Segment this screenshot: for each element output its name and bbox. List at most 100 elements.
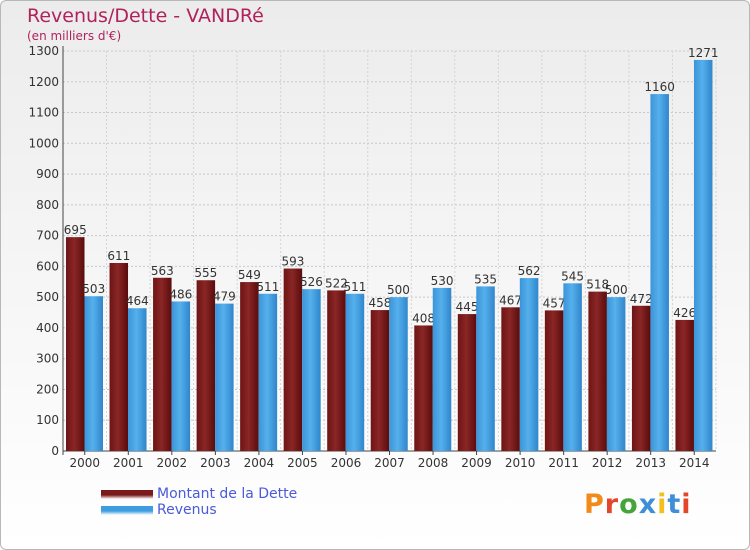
logo-letter: P — [584, 489, 605, 520]
bar-revenus — [476, 286, 495, 451]
x-tick-label: 2010 — [505, 456, 536, 470]
y-tick-label: 700 — [36, 229, 59, 243]
bar-revenus — [345, 293, 365, 451]
data-label-revenus: 500 — [387, 283, 410, 297]
x-tick-label: 2006 — [331, 456, 362, 470]
data-label-revenus: 526 — [300, 275, 323, 289]
logo-letter: t — [667, 489, 682, 520]
bar-dette — [196, 280, 216, 451]
data-label-dette: 549 — [238, 268, 261, 282]
data-label-dette: 611 — [107, 249, 130, 263]
x-tick-label: 2002 — [157, 456, 188, 470]
data-label-dette: 467 — [499, 293, 522, 307]
bar-revenus — [84, 296, 103, 451]
data-label-dette: 522 — [325, 276, 348, 290]
data-label-dette: 457 — [543, 296, 566, 310]
legend-label-revenus: Revenus — [157, 502, 217, 518]
y-tick-label: 1000 — [28, 136, 59, 150]
bar-revenus — [606, 297, 626, 451]
x-tick-label: 2008 — [418, 456, 449, 470]
data-label-revenus: 500 — [605, 283, 628, 297]
bar-dette — [327, 290, 346, 451]
data-label-revenus: 511 — [343, 280, 366, 294]
bar-revenus — [258, 293, 278, 451]
data-label-dette: 518 — [586, 278, 609, 292]
data-label-revenus: 503 — [82, 282, 105, 296]
chart-title: Revenus/Dette - VANDRé — [27, 5, 264, 27]
bar-dette — [675, 319, 694, 451]
chart-subtitle: (en milliers d'€) — [27, 29, 122, 43]
data-label-revenus: 562 — [518, 264, 541, 278]
y-tick-label: 600 — [36, 259, 59, 273]
data-label-dette: 563 — [151, 264, 174, 278]
x-tick-label: 2014 — [679, 456, 710, 470]
bar-dette — [66, 237, 85, 451]
x-tick-label: 2007 — [374, 456, 405, 470]
y-tick-label: 800 — [36, 198, 59, 212]
bar-revenus — [171, 301, 191, 451]
bar-revenus — [650, 94, 669, 452]
data-label-revenus: 530 — [431, 274, 454, 288]
bar-dette — [240, 282, 259, 451]
x-tick-label: 2003 — [200, 456, 231, 470]
data-label-dette: 555 — [194, 266, 217, 280]
logo-letter: o — [619, 489, 639, 520]
y-tick-label: 1200 — [28, 75, 59, 89]
y-tick-label: 0 — [51, 444, 59, 458]
bar-revenus — [389, 297, 408, 451]
x-tick-label: 2013 — [635, 456, 666, 470]
bar-revenus — [432, 287, 452, 451]
data-label-revenus: 486 — [169, 287, 192, 301]
bar-dette — [457, 314, 477, 451]
legend-swatch-dette — [101, 490, 153, 499]
bar-revenus — [693, 59, 713, 452]
bar-dette — [370, 310, 390, 451]
x-tick-label: 2004 — [244, 456, 275, 470]
bar-chart: 0 100 200 300 400 500 600 700 800 900 1000 1100 1200… — [28, 44, 719, 470]
bar-dette — [501, 307, 520, 451]
data-label-revenus: 479 — [213, 290, 236, 304]
bar-revenus — [128, 308, 147, 451]
bar-dette — [109, 263, 129, 451]
data-label-dette: 408 — [412, 311, 435, 325]
data-label-revenus: 1271 — [688, 46, 719, 60]
data-label-dette: 472 — [630, 292, 653, 306]
y-tick-label: 400 — [36, 321, 59, 335]
x-tick-label: 2011 — [548, 456, 579, 470]
data-label-revenus: 511 — [256, 280, 279, 294]
bar-revenus — [519, 278, 539, 451]
x-tick-label: 2005 — [287, 456, 318, 470]
data-label-dette: 458 — [369, 296, 392, 310]
data-label-dette: 426 — [673, 306, 696, 320]
x-tick-label: 2012 — [592, 456, 623, 470]
bar-dette — [631, 305, 651, 451]
y-tick-label: 300 — [36, 352, 59, 366]
x-tick-label: 2001 — [113, 456, 144, 470]
x-tick-label: 2009 — [461, 456, 492, 470]
data-label-revenus: 464 — [126, 294, 149, 308]
logo-letter: i — [657, 489, 668, 520]
logo-letter: r — [604, 489, 620, 520]
data-label-dette: 593 — [281, 255, 304, 269]
legend-swatch-revenus — [101, 506, 153, 515]
data-label-revenus: 545 — [561, 269, 584, 283]
data-label-dette: 445 — [456, 300, 479, 314]
y-tick-label: 100 — [36, 413, 59, 427]
data-label-dette: 695 — [64, 223, 87, 237]
logo-letter: i — [681, 489, 692, 520]
data-label-revenus: 1160 — [644, 80, 675, 94]
bar-dette — [414, 325, 433, 451]
proxiti-logo: Proxiti — [584, 489, 692, 520]
bar-dette — [153, 277, 172, 451]
y-tick-label: 900 — [36, 167, 59, 181]
bar-revenus — [563, 283, 582, 451]
legend-label-dette: Montant de la Dette — [157, 486, 298, 502]
bar-dette — [588, 291, 607, 451]
y-tick-label: 1100 — [28, 106, 59, 120]
y-tick-label: 500 — [36, 290, 59, 304]
logo-letter: x — [638, 489, 658, 520]
bar-revenus — [215, 303, 234, 451]
x-tick-label: 2000 — [69, 456, 100, 470]
bar-dette — [544, 310, 564, 451]
